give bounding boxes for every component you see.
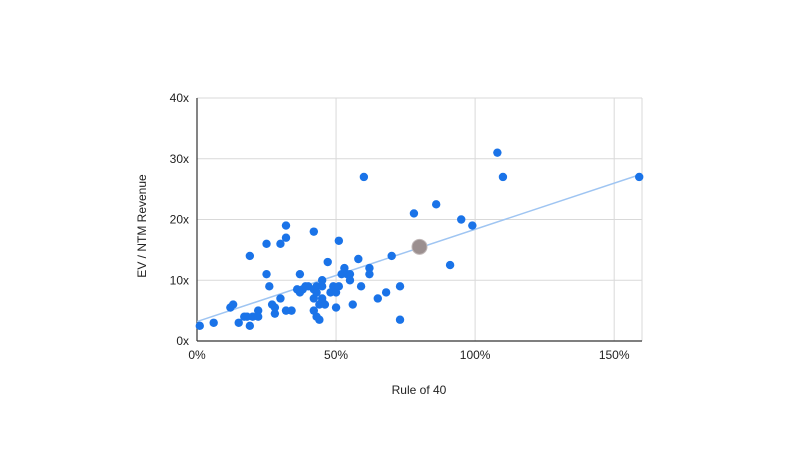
data-point	[354, 254, 363, 264]
y-tick-label: 40x	[170, 91, 189, 105]
data-point	[359, 172, 369, 182]
data-point	[315, 315, 324, 324]
data-point	[387, 251, 396, 261]
data-points	[195, 148, 644, 331]
data-point	[195, 321, 204, 331]
data-point	[365, 269, 374, 279]
data-point	[323, 257, 332, 267]
data-point	[348, 300, 357, 309]
data-point	[345, 269, 355, 279]
data-point	[234, 318, 243, 327]
data-point	[317, 282, 327, 291]
data-point	[468, 221, 477, 230]
y-axis-title: EV / NTM Revenue	[135, 174, 149, 278]
data-point	[457, 215, 466, 224]
data-point	[309, 227, 319, 236]
data-point	[228, 300, 238, 309]
data-point	[445, 260, 455, 270]
data-point	[365, 263, 374, 273]
data-point	[431, 200, 441, 209]
data-point	[262, 269, 271, 279]
x-tick-label: 150%	[599, 348, 630, 362]
gridlines	[197, 97, 643, 341]
data-point	[356, 282, 366, 291]
data-point	[270, 303, 280, 312]
data-point	[334, 236, 344, 245]
data-point	[320, 300, 330, 309]
y-tick-label: 30x	[170, 152, 189, 166]
data-point	[635, 172, 644, 182]
data-point	[409, 209, 419, 218]
data-point	[493, 148, 502, 157]
data-point	[331, 303, 341, 312]
y-tick-label: 10x	[170, 273, 189, 287]
data-point	[281, 221, 291, 230]
data-point	[345, 276, 355, 285]
data-point	[334, 282, 344, 291]
highlight-point	[411, 238, 428, 255]
x-axis-title: Rule of 40	[392, 383, 447, 397]
data-point	[312, 288, 321, 297]
data-point	[395, 282, 405, 291]
x-tick-label: 50%	[324, 348, 348, 362]
axes	[196, 98, 642, 342]
y-tick-label: 0x	[176, 334, 189, 348]
data-point	[287, 306, 296, 315]
data-point	[245, 321, 255, 331]
data-point	[381, 288, 391, 297]
data-point	[373, 294, 382, 303]
data-point	[253, 312, 263, 321]
data-point	[209, 318, 218, 327]
data-point	[245, 251, 255, 261]
data-point	[265, 282, 274, 291]
x-tick-label: 100%	[460, 348, 491, 362]
data-point	[276, 239, 285, 248]
data-point	[281, 233, 291, 242]
data-point	[295, 269, 305, 279]
y-tick-label: 20x	[170, 213, 189, 227]
tick-labels: 0x 10x 20x 30x 40x 0% 50% 100% 150%	[170, 91, 630, 362]
data-point	[317, 276, 327, 285]
x-tick-label: 0%	[188, 348, 206, 362]
data-point	[262, 239, 271, 248]
data-point	[276, 294, 285, 303]
data-point	[395, 315, 405, 324]
data-point	[270, 309, 280, 318]
data-point	[498, 172, 508, 182]
data-point	[253, 306, 263, 315]
